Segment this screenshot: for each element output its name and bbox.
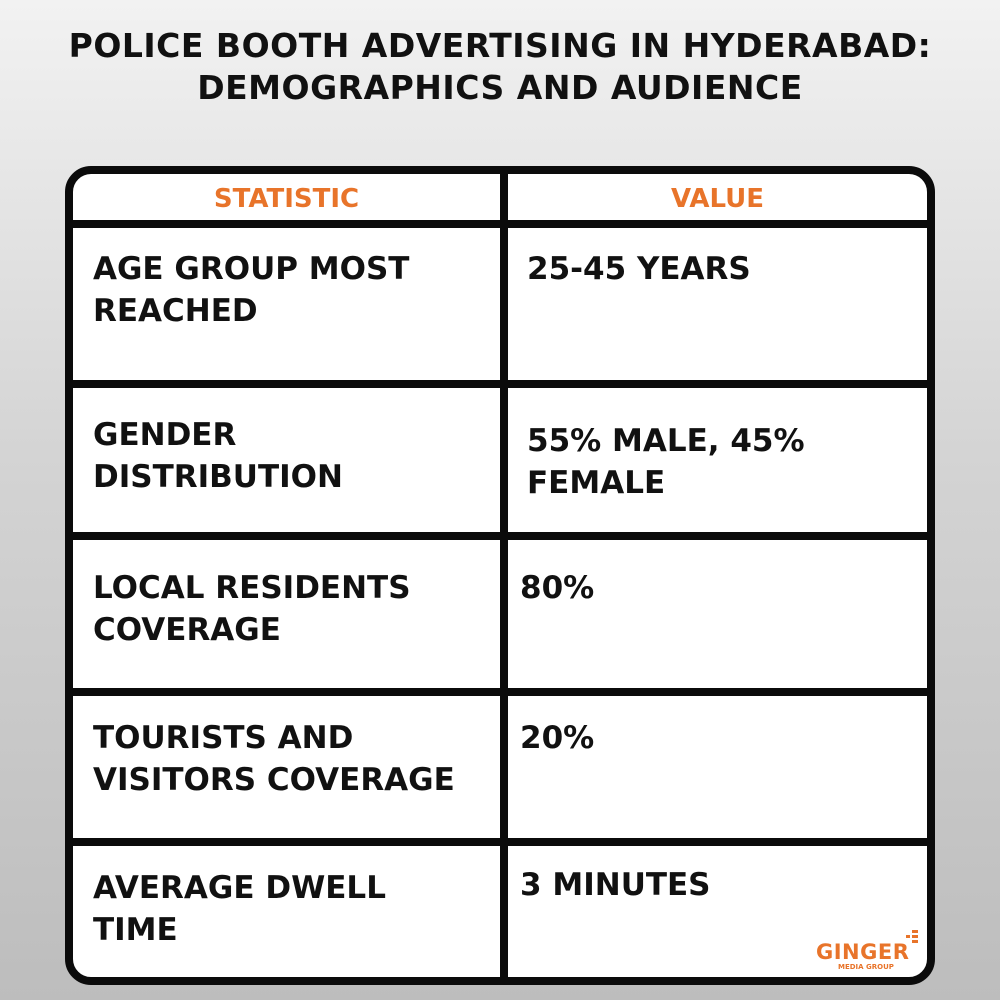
column-divider [500,174,508,977]
row-divider [73,220,927,228]
cell: GENDER DISTRIBUTION [93,417,343,495]
title-line: POLICE BOOTH ADVERTISING IN HYDERABAD: [68,26,932,65]
cell: 3 MINUTES [520,867,711,903]
cell: 80% [520,570,595,606]
logo-tagline: MEDIA GROUP [838,963,894,971]
logo-icon [906,930,918,943]
column-header: STATISTIC [213,184,360,214]
cell: 20% [520,720,595,756]
row-divider [73,532,927,540]
row-divider [73,380,927,388]
row-divider [73,838,927,846]
cell: AVERAGE DWELL TIME [93,870,386,948]
cell: 25-45 YEARS [527,251,751,287]
cell: TOURISTS AND VISITORS COVERAGE [93,720,455,798]
cell: LOCAL RESIDENTS COVERAGE [93,570,411,648]
logo-name: GINGER [816,940,910,964]
title-line: DEMOGRAPHICS AND AUDIENCE [197,68,803,107]
column-header: VALUE [671,184,764,214]
table: STATISTIC VALUE AGE GROUP MOST REACHED 2… [65,166,935,985]
cell: AGE GROUP MOST REACHED [93,251,410,329]
cell: 55% MALE, 45% FEMALE [527,423,805,501]
row-divider [73,688,927,696]
